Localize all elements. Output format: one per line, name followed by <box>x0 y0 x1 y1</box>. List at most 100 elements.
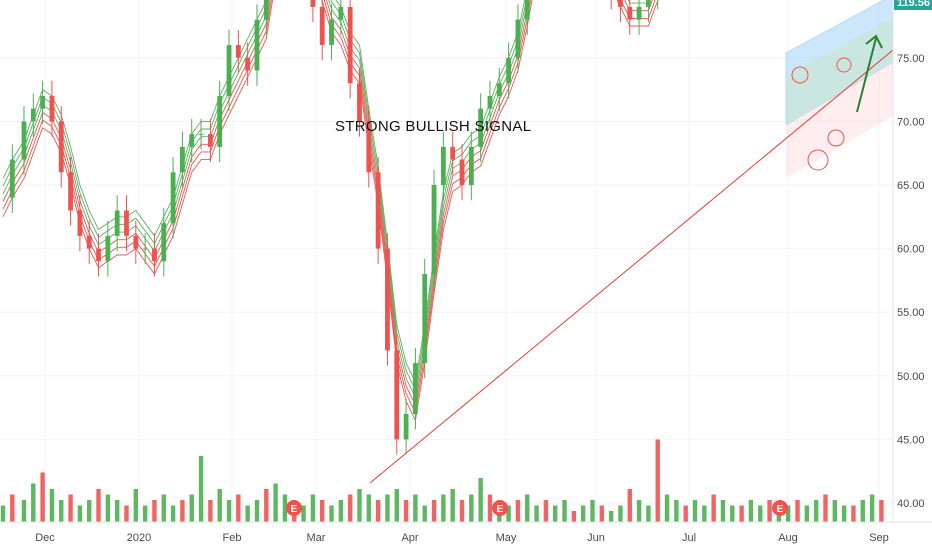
x-tick-label: Jul <box>682 532 696 544</box>
volume-bars <box>0 439 884 522</box>
volume-bar <box>739 505 744 522</box>
x-tick-label: Aug <box>778 532 798 544</box>
regression-channel[interactable] <box>785 0 894 178</box>
volume-bar <box>310 494 316 522</box>
earnings-circle <box>492 500 508 516</box>
candle-body <box>170 172 176 224</box>
candle-body <box>319 6 325 46</box>
trendline[interactable] <box>369 49 894 484</box>
candle-body <box>515 19 521 58</box>
x-tick-label: Mar <box>307 532 326 544</box>
candle-body <box>310 0 316 7</box>
highlight-circle <box>791 66 809 84</box>
y-tick-label: 45.00 <box>897 434 925 446</box>
channel-lower <box>786 62 893 178</box>
volume-bar <box>217 489 222 522</box>
candle-body <box>627 6 633 20</box>
bullish-arrow[interactable] <box>856 34 883 113</box>
candle-body <box>338 6 344 20</box>
candle-body <box>161 223 167 262</box>
candle-body <box>142 248 148 250</box>
volume-bar <box>189 494 194 522</box>
volume-bar <box>543 500 549 522</box>
candle-body <box>77 210 83 236</box>
ma-line <box>2 0 656 415</box>
x-tick-label: May <box>496 532 517 544</box>
candle-body <box>133 235 139 249</box>
candle-body <box>385 248 390 351</box>
candle-body <box>9 159 15 198</box>
earnings-label: E <box>291 504 298 515</box>
y-tick-label: 55.00 <box>897 307 925 319</box>
candle-body <box>618 0 623 7</box>
candle-body <box>245 57 251 71</box>
volume-bar <box>879 500 884 522</box>
candle-body <box>524 0 530 20</box>
volume-bar <box>841 505 847 522</box>
time-axis[interactable]: Dec 2020 Feb Mar Apr May Jun Jul Aug Sep <box>0 521 932 544</box>
candle-body <box>58 121 64 173</box>
candle-body <box>105 235 111 262</box>
earnings-circle <box>772 500 788 516</box>
volume-bar <box>366 494 372 522</box>
x-tick-label: Jun <box>587 532 605 544</box>
volume-bar <box>198 456 204 522</box>
volume-bar <box>580 505 586 522</box>
volume-bar <box>124 505 129 522</box>
candle-body <box>189 134 195 147</box>
candle-body <box>96 248 101 262</box>
candle-body <box>440 146 446 185</box>
volume-bar <box>273 483 278 522</box>
volume-bar <box>571 511 577 522</box>
price-axis[interactable]: 40.00 45.00 50.00 55.00 60.00 65.00 70.00 75.00… <box>892 0 932 550</box>
volume-bar <box>702 505 707 522</box>
volume-bar <box>627 489 632 522</box>
candle-body <box>21 121 27 160</box>
x-tick-label: Apr <box>401 532 418 544</box>
volume-bar <box>795 500 800 522</box>
volume-bar <box>68 494 73 522</box>
volume-bar <box>748 500 754 522</box>
arrow-shaft <box>856 37 877 113</box>
volume-bar <box>767 500 772 522</box>
volume-bar <box>730 505 735 522</box>
candle-body <box>180 146 185 173</box>
candle-body <box>636 6 642 20</box>
volume-bar <box>506 505 511 522</box>
earnings-label: E <box>497 504 504 515</box>
volume-bar <box>152 500 157 522</box>
candle-body <box>450 146 456 160</box>
earnings-label: E <box>777 504 784 515</box>
volume-bar <box>282 494 288 522</box>
candle-body <box>459 159 465 185</box>
volume-bar <box>301 505 306 522</box>
volume-bar <box>59 500 64 522</box>
y-tick-label: 65.00 <box>897 180 925 192</box>
earnings-circle <box>286 500 302 516</box>
volume-bar <box>515 500 521 522</box>
volume-bar <box>636 500 642 522</box>
channel-middle <box>786 18 893 125</box>
candle-body <box>646 0 651 7</box>
volume-bar <box>254 500 260 522</box>
volume-bar <box>236 494 241 522</box>
volume-bar <box>87 500 92 522</box>
volume-bar <box>608 511 614 522</box>
y-tick-label: 60.00 <box>897 244 925 256</box>
candle-body <box>235 45 241 58</box>
candle-body <box>366 121 372 173</box>
volume-bar <box>664 494 670 522</box>
highlight-circle <box>836 57 852 73</box>
highlight-circle <box>807 149 829 171</box>
x-tick-label: Feb <box>223 532 242 544</box>
volume-bar <box>450 489 455 522</box>
volume-bar <box>674 500 679 522</box>
candle-body <box>124 210 129 236</box>
volume-bar <box>320 500 325 522</box>
volume-bar <box>720 500 726 522</box>
volume-bar <box>114 500 120 522</box>
volume-bar <box>347 494 353 522</box>
highlight-circles[interactable] <box>791 57 852 171</box>
